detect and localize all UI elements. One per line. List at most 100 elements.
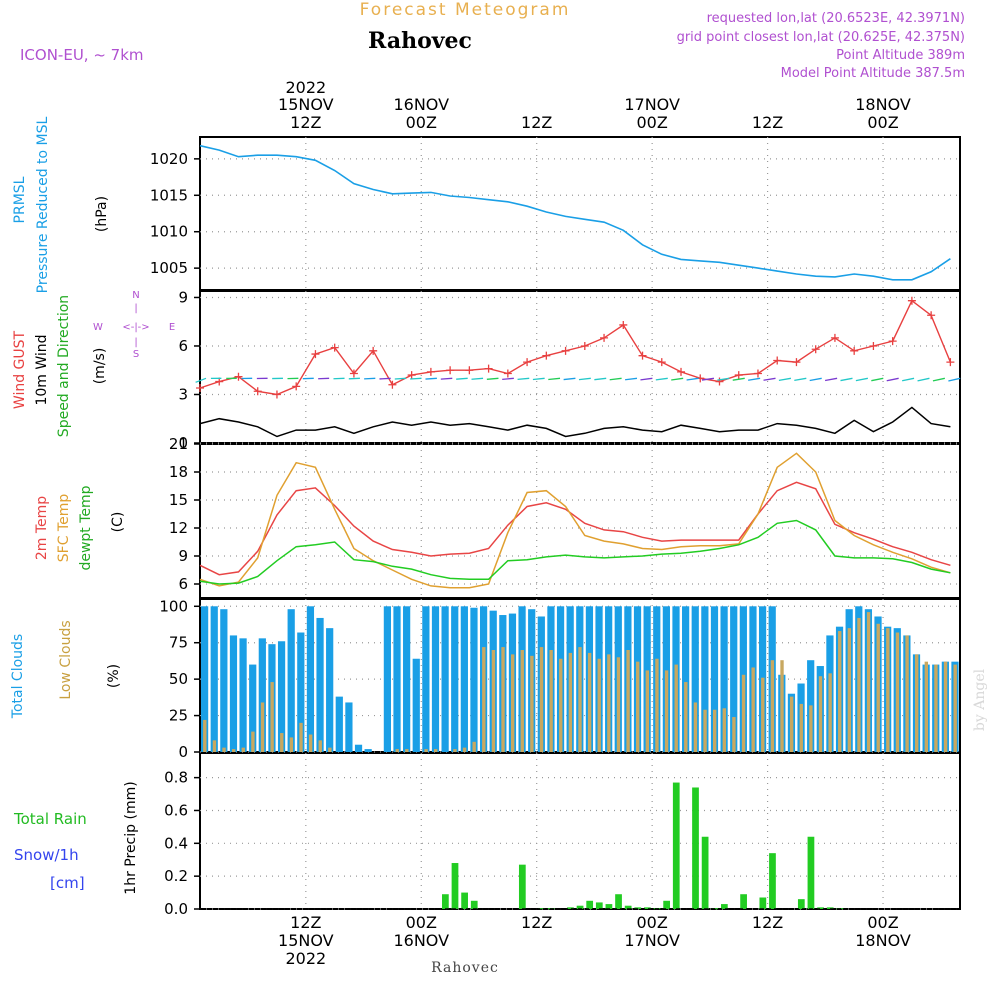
total-cloud-bar — [364, 749, 372, 752]
total-cloud-bar — [316, 617, 324, 752]
low-cloud-bar — [684, 682, 688, 752]
snow-unit: [cm] — [50, 874, 85, 892]
gust-marker — [349, 369, 358, 378]
gust-marker — [811, 345, 820, 354]
precip-labels: Total Rain Snow/1h [cm] 1hr Precip (mm) — [13, 781, 139, 894]
y-tick-label: 100 — [159, 597, 188, 615]
low-cloud-bar — [895, 632, 900, 752]
low-cloud-bar — [308, 734, 313, 752]
total-cloud-bar — [297, 632, 305, 752]
plot-layer: 1005101010151020036969121518210255075100… — [150, 78, 961, 968]
low-cloud-bar — [212, 740, 217, 752]
total-cloud-bar — [229, 635, 238, 752]
low-cloud-bar — [789, 696, 794, 752]
top-hour-label: 00Z — [636, 113, 667, 132]
snow-label: Snow/1h — [14, 846, 79, 864]
low-cloud-label: Low Clouds — [58, 620, 74, 699]
wind-direction-arrow — [902, 377, 915, 382]
low-cloud-bar — [616, 657, 621, 752]
gust-marker — [253, 387, 262, 396]
low-cloud-bar — [761, 677, 765, 752]
low-cloud-bar — [501, 647, 505, 752]
low-cloud-bar — [818, 676, 823, 752]
wind-direction-arrow — [471, 377, 484, 380]
low-cloud-bar — [934, 664, 938, 752]
wind-direction-arrow — [502, 377, 514, 380]
gust-marker — [446, 366, 455, 375]
low-cloud-bar — [838, 631, 842, 752]
rain-bar — [518, 864, 526, 909]
y-tick-label: 18 — [169, 463, 188, 481]
low-cloud-bar — [472, 741, 476, 752]
gust-marker — [426, 367, 435, 376]
low-cloud-bar — [674, 664, 678, 752]
wind-direction-arrow — [809, 377, 822, 382]
y-tick-label: 1010 — [150, 223, 188, 241]
low-cloud-bar — [260, 702, 265, 752]
rain-bar — [470, 900, 478, 909]
wind-direction-arrow — [855, 377, 868, 382]
low-cloud-bar — [828, 673, 832, 752]
total-cloud-bar — [701, 606, 709, 752]
total-cloud-bar — [720, 606, 728, 752]
low-cloud-bar — [924, 661, 929, 752]
cloud-labels: Total Clouds Low Clouds (%) — [10, 620, 122, 719]
model-label: ICON-EU, ~ 7km — [20, 46, 144, 64]
top-hour-label: 00Z — [867, 113, 898, 132]
rain-bar — [451, 863, 459, 909]
gust-marker — [196, 384, 204, 393]
pressure-labels: PRMSL Pressure Reduced to MSL (hPa) — [12, 116, 110, 293]
top-day-label: 15NOV — [278, 95, 334, 114]
wind-direction-arrow — [748, 377, 761, 381]
wind-direction-arrow — [871, 377, 884, 382]
compass-e: E — [169, 322, 175, 333]
total-cloud-bar — [393, 606, 401, 752]
bottom-hour-label: 12Z — [521, 913, 552, 932]
gust-marker — [638, 351, 647, 360]
low-cloud-bar — [712, 709, 717, 752]
gust-marker — [619, 320, 628, 329]
low-cloud-bar — [328, 747, 332, 752]
wind-direction-arrow — [671, 377, 684, 381]
wind-direction-arrow — [563, 377, 576, 381]
low-cloud-bar — [722, 708, 726, 752]
wind-direction-arrow — [609, 377, 622, 381]
gust-marker — [927, 311, 936, 320]
gust-marker — [484, 364, 493, 373]
low-cloud-bar — [886, 628, 890, 752]
gust-marker — [465, 366, 474, 375]
total-cloud-bar — [306, 606, 315, 752]
y-tick-label: 1020 — [150, 150, 188, 168]
low-cloud-bar — [770, 660, 775, 752]
low-cloud-bar — [491, 650, 496, 752]
total-cloud-bar — [258, 638, 266, 752]
wind-direction-arrow — [701, 377, 715, 381]
low-cloud-bar — [799, 703, 803, 752]
total-cloud-bar — [403, 606, 411, 752]
compass-ns-bottom: | — [134, 337, 137, 348]
y-tick-label: 1015 — [150, 186, 188, 204]
bottom-hour-label: 12Z — [290, 913, 321, 932]
wind10-label: 10m Wind — [34, 334, 50, 405]
cloud-unit: (%) — [106, 664, 122, 688]
top-hour-label: 12Z — [521, 113, 552, 132]
wind-direction-arrow — [625, 377, 638, 381]
low-cloud-bar — [539, 647, 544, 752]
total-cloud-bar — [412, 658, 420, 752]
wind-direction-arrow — [364, 377, 376, 380]
gust-marker — [715, 377, 724, 386]
low-cloud-bar — [847, 628, 852, 752]
low-cloud-bar — [530, 655, 534, 752]
y-tick-label: 0.6 — [164, 801, 188, 819]
low-cloud-bar — [607, 654, 611, 752]
compass-ns-top: | — [134, 303, 137, 314]
wind-direction-arrow — [456, 377, 468, 380]
total-cloud-bar — [431, 606, 440, 752]
low-cloud-bar — [462, 747, 467, 752]
rain-bar — [826, 907, 834, 909]
low-cloud-bar — [655, 658, 659, 752]
top-day-label: 16NOV — [393, 95, 449, 114]
compass-n: N — [132, 290, 139, 301]
rain-bar — [576, 905, 584, 909]
gust-line — [199, 299, 952, 396]
